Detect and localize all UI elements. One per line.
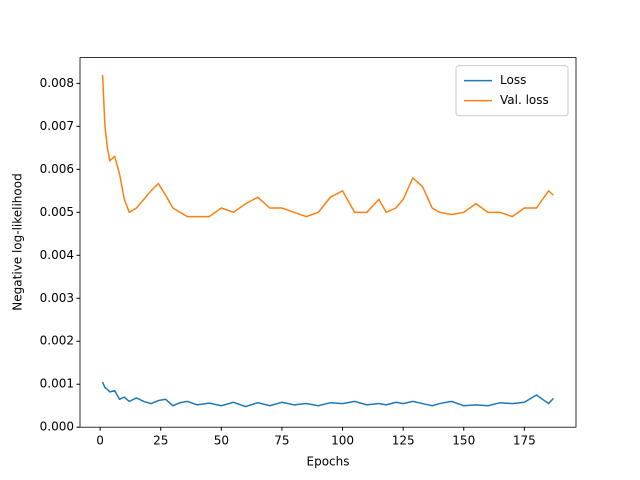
x-tick-label: 100 (331, 434, 354, 448)
x-tick-label: 25 (153, 434, 168, 448)
x-tick-label: 175 (513, 434, 536, 448)
x-tick-label: 75 (274, 434, 289, 448)
y-tick-label: 0.002 (40, 334, 74, 348)
y-tick-label: 0.007 (40, 119, 74, 133)
y-tick-label: 0.008 (40, 76, 74, 90)
x-tick-label: 150 (452, 434, 475, 448)
y-tick-label: 0.003 (40, 291, 74, 305)
x-axis-label: Epochs (307, 455, 350, 469)
x-tick-label: 125 (392, 434, 415, 448)
legend-label: Loss (500, 73, 526, 87)
line (101, 381, 555, 408)
legend-label: Val. loss (500, 93, 549, 107)
plot-frame (79, 57, 577, 428)
x-tick-label: 0 (96, 434, 104, 448)
y-tick-label: 0.004 (40, 248, 74, 262)
y-axis-label: Negative log-likelihood (11, 173, 25, 310)
x-tick-label: 50 (214, 434, 229, 448)
legend-box (455, 65, 569, 117)
y-tick-label: 0.006 (40, 162, 74, 176)
y-tick-label: 0.001 (40, 377, 74, 391)
y-tick-label: 0.000 (40, 420, 74, 434)
y-tick-label: 0.005 (40, 205, 74, 219)
line (101, 74, 554, 218)
